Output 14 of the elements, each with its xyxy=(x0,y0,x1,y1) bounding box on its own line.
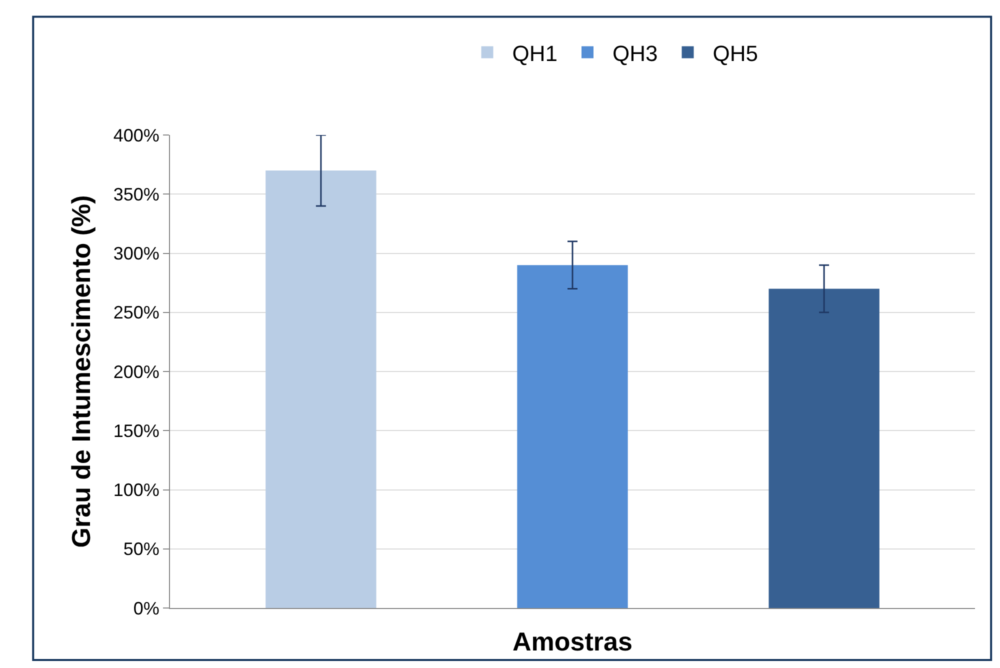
legend-label: QH5 xyxy=(712,40,758,66)
y-axis-title: Grau de Intumescimento (%) xyxy=(66,195,96,548)
y-tick-label: 250% xyxy=(113,302,160,323)
x-axis-title: Amostras xyxy=(512,626,632,656)
y-tick-label: 400% xyxy=(113,125,160,146)
y-tick-label: 300% xyxy=(113,244,160,264)
y-tick-label: 350% xyxy=(113,184,160,204)
legend-label: QH3 xyxy=(612,40,658,66)
y-tick-label: 100% xyxy=(113,480,160,500)
y-tick-label: 150% xyxy=(113,420,160,441)
y-tick-label: 0% xyxy=(133,598,160,618)
y-tick-label: 200% xyxy=(113,362,160,382)
legend-label: QH1 xyxy=(512,40,558,66)
y-tick-label: 50% xyxy=(123,539,160,560)
